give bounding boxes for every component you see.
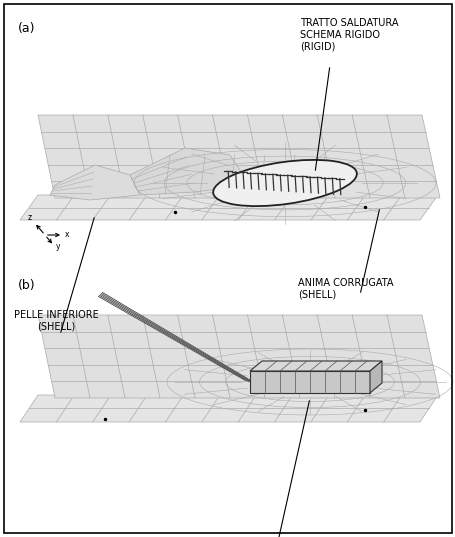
Text: TRATTO SALDATURA
SCHEMA RIGIDO
(RIGID): TRATTO SALDATURA SCHEMA RIGIDO (RIGID) [299, 18, 398, 51]
Text: x: x [65, 230, 69, 239]
Polygon shape [249, 361, 381, 371]
Ellipse shape [212, 160, 356, 206]
Polygon shape [130, 148, 249, 195]
Polygon shape [249, 371, 369, 393]
Polygon shape [369, 361, 381, 393]
Text: ANIMA CORRUGATA
(SHELL): ANIMA CORRUGATA (SHELL) [298, 278, 393, 300]
Text: z: z [27, 213, 31, 222]
Polygon shape [38, 115, 439, 198]
Polygon shape [20, 395, 437, 422]
Text: (a): (a) [18, 22, 35, 35]
Polygon shape [20, 195, 437, 220]
Text: (b): (b) [18, 279, 35, 292]
Polygon shape [50, 165, 140, 200]
Text: PELLE INFERIORE
(SHELL): PELLE INFERIORE (SHELL) [14, 310, 99, 332]
Text: y: y [56, 242, 61, 251]
Polygon shape [38, 315, 439, 398]
